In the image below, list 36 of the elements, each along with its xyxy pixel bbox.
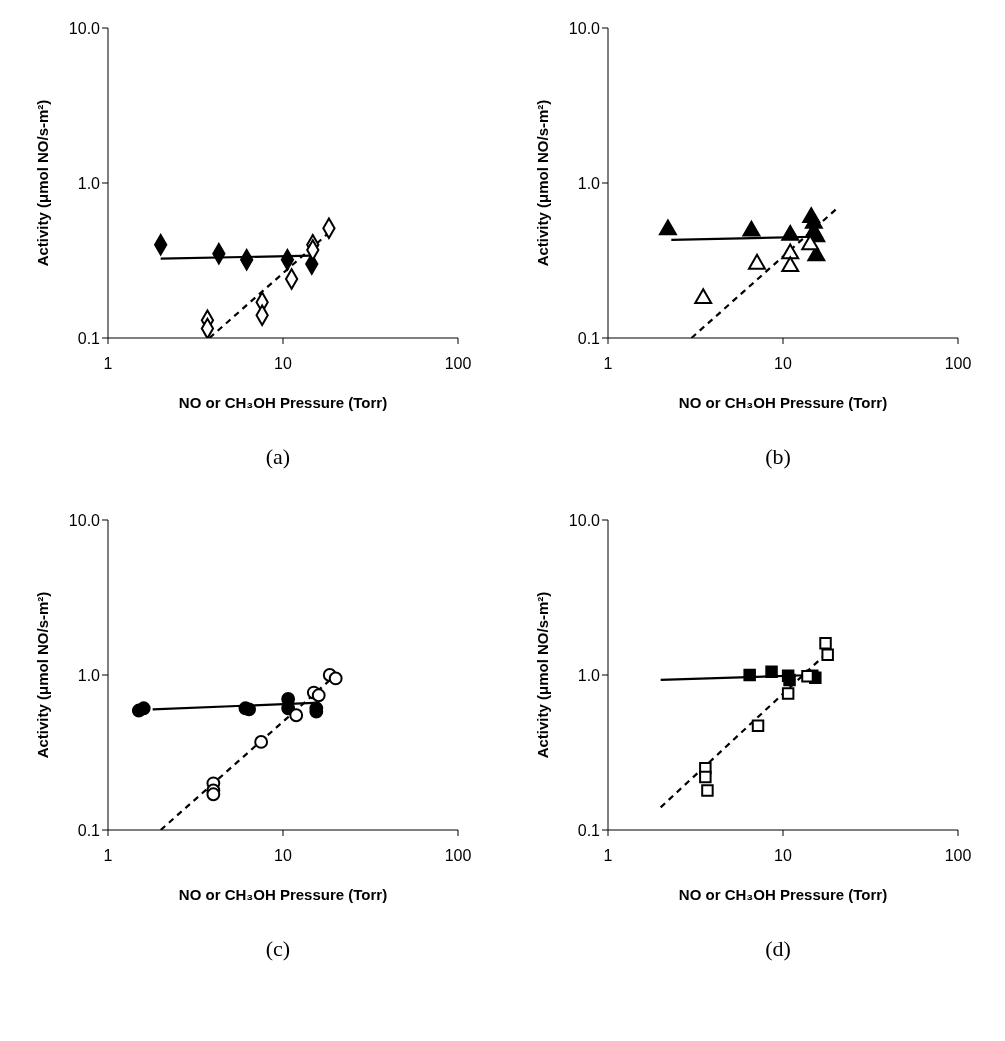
y-tick-label: 1.0 — [577, 174, 601, 192]
x-axis-title: NO or CH₃OH Pressure (Torr) — [678, 886, 888, 903]
y-tick-label: 1.0 — [77, 174, 101, 192]
y-tick-label: 0.1 — [577, 821, 601, 839]
y-tick-label: 10.0 — [568, 511, 601, 529]
x-tick-label: 10 — [774, 847, 792, 865]
x-tick-label: 10 — [774, 355, 792, 373]
x-tick-label: 100 — [444, 355, 472, 373]
x-axis-title: NO or CH₃OH Pressure (Torr) — [678, 394, 888, 411]
text: (a) — [264, 444, 292, 470]
x-tick-label: 100 — [444, 847, 472, 865]
x-tick-label: 1 — [603, 355, 613, 373]
x-tick-label: 1 — [603, 847, 613, 865]
text: (b) — [764, 444, 792, 470]
y-axis-title: Activity (μmol NO/s-m²) — [34, 591, 51, 759]
x-axis-title: NO or CH₃OH Pressure (Torr) — [178, 886, 388, 903]
y-tick-label: 10.0 — [68, 19, 101, 37]
y-tick-label: 1.0 — [77, 666, 101, 684]
text: (d) — [764, 936, 792, 962]
y-axis-title: Activity (μmol NO/s-m²) — [534, 591, 551, 759]
y-tick-label: 0.1 — [77, 821, 101, 839]
y-tick-label: 0.1 — [577, 329, 601, 347]
y-tick-label: 10.0 — [568, 19, 601, 37]
y-tick-label: 1.0 — [577, 666, 601, 684]
x-tick-label: 1 — [103, 847, 113, 865]
x-tick-label: 100 — [944, 355, 972, 373]
y-tick-label: 0.1 — [77, 329, 101, 347]
x-axis-title: NO or CH₃OH Pressure (Torr) — [178, 394, 388, 411]
x-tick-label: 10 — [274, 355, 292, 373]
x-tick-label: 10 — [274, 847, 292, 865]
x-tick-label: 100 — [944, 847, 972, 865]
y-tick-label: 10.0 — [68, 511, 101, 529]
text: (c) — [264, 936, 292, 962]
y-axis-title: Activity (μmol NO/s-m²) — [534, 99, 551, 267]
x-tick-label: 1 — [103, 355, 113, 373]
y-axis-title: Activity (μmol NO/s-m²) — [34, 99, 51, 267]
